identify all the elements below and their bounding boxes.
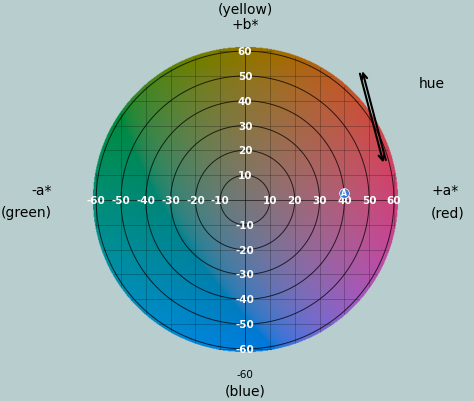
- Text: -50: -50: [236, 319, 255, 329]
- Text: 30: 30: [238, 121, 252, 131]
- Text: -10: -10: [236, 220, 255, 230]
- Text: (blue): (blue): [225, 384, 265, 398]
- Text: (yellow): (yellow): [218, 3, 273, 17]
- Text: 30: 30: [312, 196, 327, 205]
- Text: -40: -40: [137, 196, 155, 205]
- Text: +a*: +a*: [431, 184, 458, 198]
- Text: 10: 10: [238, 171, 252, 181]
- Text: 20: 20: [287, 196, 302, 205]
- Text: hue: hue: [419, 77, 445, 91]
- Text: 60: 60: [387, 196, 401, 205]
- Text: A: A: [341, 188, 347, 198]
- Text: -a*: -a*: [31, 184, 52, 198]
- Text: 10: 10: [263, 196, 277, 205]
- Text: 40: 40: [337, 196, 352, 205]
- Text: -10: -10: [211, 196, 229, 205]
- Text: 20: 20: [238, 146, 252, 156]
- Text: (red): (red): [431, 206, 465, 220]
- Text: 60: 60: [238, 47, 252, 57]
- Text: 40: 40: [238, 97, 252, 107]
- Text: -30: -30: [161, 196, 180, 205]
- Text: -20: -20: [186, 196, 205, 205]
- Text: -30: -30: [236, 270, 255, 280]
- Text: (green): (green): [0, 206, 52, 220]
- Text: -60: -60: [237, 369, 254, 379]
- Text: +b*: +b*: [231, 18, 259, 32]
- Text: -50: -50: [111, 196, 130, 205]
- Text: -20: -20: [236, 245, 255, 255]
- Text: 50: 50: [238, 72, 252, 82]
- Text: 50: 50: [362, 196, 376, 205]
- Text: -60: -60: [87, 196, 106, 205]
- Text: -60: -60: [236, 344, 255, 354]
- Text: -40: -40: [236, 294, 255, 304]
